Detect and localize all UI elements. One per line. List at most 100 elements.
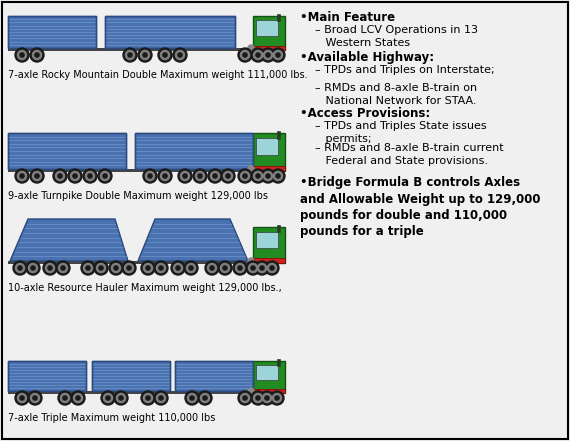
Circle shape <box>185 391 199 405</box>
Circle shape <box>260 266 264 270</box>
Bar <box>135 133 253 169</box>
Circle shape <box>243 396 247 400</box>
Circle shape <box>99 266 103 270</box>
Polygon shape <box>10 219 128 261</box>
Bar <box>255 232 278 248</box>
Circle shape <box>28 391 42 405</box>
Circle shape <box>55 172 64 180</box>
Circle shape <box>248 166 254 172</box>
Bar <box>105 16 235 48</box>
Circle shape <box>160 50 169 60</box>
Bar <box>253 133 285 171</box>
Circle shape <box>248 258 254 264</box>
Circle shape <box>251 48 265 62</box>
Circle shape <box>73 174 77 178</box>
Text: – TPDs and Triples on Interstate;: – TPDs and Triples on Interstate; <box>315 65 495 75</box>
Circle shape <box>274 50 283 60</box>
Bar <box>8 361 86 391</box>
Circle shape <box>203 396 207 400</box>
Circle shape <box>127 266 131 270</box>
Polygon shape <box>138 219 248 261</box>
Text: – Broad LCV Operations in 13
   Western States: – Broad LCV Operations in 13 Western Sta… <box>315 25 478 48</box>
Circle shape <box>271 169 285 183</box>
Circle shape <box>144 393 153 403</box>
Circle shape <box>198 174 202 178</box>
Circle shape <box>114 266 118 270</box>
Circle shape <box>30 48 44 62</box>
Text: – TPDs and Triples State issues
   permits;: – TPDs and Triples State issues permits; <box>315 121 487 144</box>
Circle shape <box>128 53 132 57</box>
Text: •Access Provisions:: •Access Provisions: <box>300 107 430 120</box>
Circle shape <box>248 45 254 51</box>
Circle shape <box>123 48 137 62</box>
Bar <box>255 138 278 155</box>
Circle shape <box>33 396 37 400</box>
Circle shape <box>88 174 92 178</box>
Circle shape <box>146 266 150 270</box>
Circle shape <box>198 391 212 405</box>
Circle shape <box>221 169 235 183</box>
Circle shape <box>251 169 265 183</box>
Circle shape <box>74 393 83 403</box>
Circle shape <box>159 266 163 270</box>
Circle shape <box>46 263 55 273</box>
Circle shape <box>241 50 250 60</box>
Circle shape <box>271 48 285 62</box>
Circle shape <box>156 263 165 273</box>
Circle shape <box>143 53 147 57</box>
Circle shape <box>201 393 210 403</box>
Circle shape <box>262 393 271 403</box>
Bar <box>277 14 279 21</box>
Circle shape <box>31 266 35 270</box>
Circle shape <box>103 393 112 403</box>
Circle shape <box>32 172 42 180</box>
Circle shape <box>254 172 263 180</box>
Text: 7-axle Triple Maximum weight 110,000 lbs: 7-axle Triple Maximum weight 110,000 lbs <box>8 413 215 423</box>
Circle shape <box>76 396 80 400</box>
Circle shape <box>223 172 233 180</box>
Circle shape <box>160 172 169 180</box>
Circle shape <box>246 261 260 275</box>
Bar <box>8 169 256 172</box>
Bar <box>8 391 256 394</box>
Circle shape <box>15 263 25 273</box>
Circle shape <box>265 261 279 275</box>
Circle shape <box>48 266 52 270</box>
Circle shape <box>18 266 22 270</box>
Circle shape <box>238 266 242 270</box>
Circle shape <box>13 261 27 275</box>
Circle shape <box>158 48 172 62</box>
Circle shape <box>20 396 24 400</box>
Circle shape <box>183 174 187 178</box>
Circle shape <box>145 172 154 180</box>
Circle shape <box>15 169 29 183</box>
Circle shape <box>275 396 279 400</box>
Bar <box>8 133 126 169</box>
Circle shape <box>256 53 260 57</box>
Bar <box>277 225 279 232</box>
Bar <box>8 261 256 264</box>
Circle shape <box>61 266 65 270</box>
Circle shape <box>173 263 182 273</box>
Bar <box>8 48 256 51</box>
Bar <box>92 361 170 391</box>
Circle shape <box>276 174 280 178</box>
Circle shape <box>266 53 270 57</box>
Circle shape <box>173 48 187 62</box>
Circle shape <box>81 261 95 275</box>
Text: 10-axle Resource Hauler Maximum weight 129,000 lbs.,: 10-axle Resource Hauler Maximum weight 1… <box>8 283 282 293</box>
Bar <box>8 133 126 169</box>
Circle shape <box>265 396 269 400</box>
Bar <box>135 133 253 169</box>
Circle shape <box>35 53 39 57</box>
Circle shape <box>15 48 29 62</box>
Circle shape <box>18 50 27 60</box>
Circle shape <box>158 169 172 183</box>
Bar <box>175 361 253 391</box>
Circle shape <box>190 396 194 400</box>
Circle shape <box>233 261 247 275</box>
Circle shape <box>156 393 165 403</box>
Circle shape <box>266 174 270 178</box>
Text: •Available Highway:: •Available Highway: <box>300 51 434 64</box>
Text: 7-axle Rocky Mountain Double Maximum weight 111,000 lbs.: 7-axle Rocky Mountain Double Maximum wei… <box>8 70 308 80</box>
